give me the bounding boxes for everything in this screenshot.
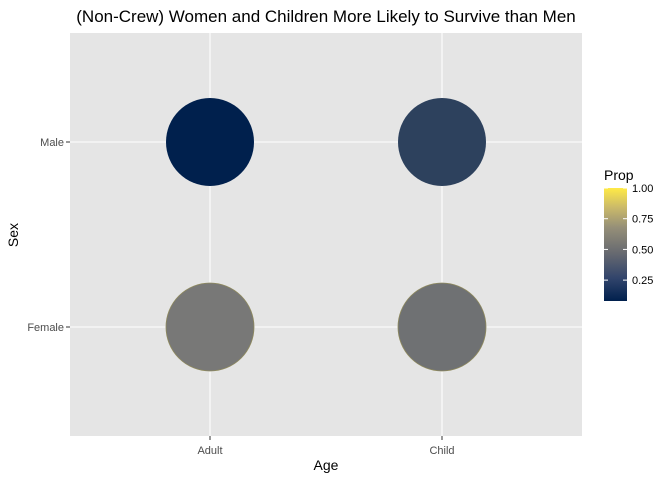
x-tick-label: Adult: [197, 445, 222, 457]
plot-panel: [70, 33, 582, 436]
legend-tick-label: 0.25: [632, 275, 653, 287]
data-point: [166, 98, 254, 186]
legend-tick-label: 0.75: [632, 214, 653, 226]
data-point: [165, 282, 255, 372]
axis-ticks: Adult Child Female Male: [27, 137, 454, 457]
x-tick-label: Child: [429, 445, 454, 457]
legend-tick-label: 1.00: [632, 183, 653, 195]
y-axis-title: Sex: [5, 223, 21, 247]
legend: Prop 1.00 0.75 0.50 0.25: [604, 167, 653, 301]
data-point: [398, 98, 486, 186]
chart-title: (Non-Crew) Women and Children More Likel…: [76, 7, 576, 26]
y-tick-label: Male: [40, 137, 64, 149]
legend-tick-label: 0.50: [632, 244, 653, 256]
legend-ticks: 1.00 0.75 0.50 0.25: [604, 183, 653, 287]
data-point: [397, 282, 487, 372]
legend-colorbar: [604, 188, 627, 301]
x-axis-title: Age: [314, 457, 339, 473]
y-tick-label: Female: [27, 322, 64, 334]
data-points: [165, 98, 487, 372]
legend-title: Prop: [604, 167, 634, 183]
